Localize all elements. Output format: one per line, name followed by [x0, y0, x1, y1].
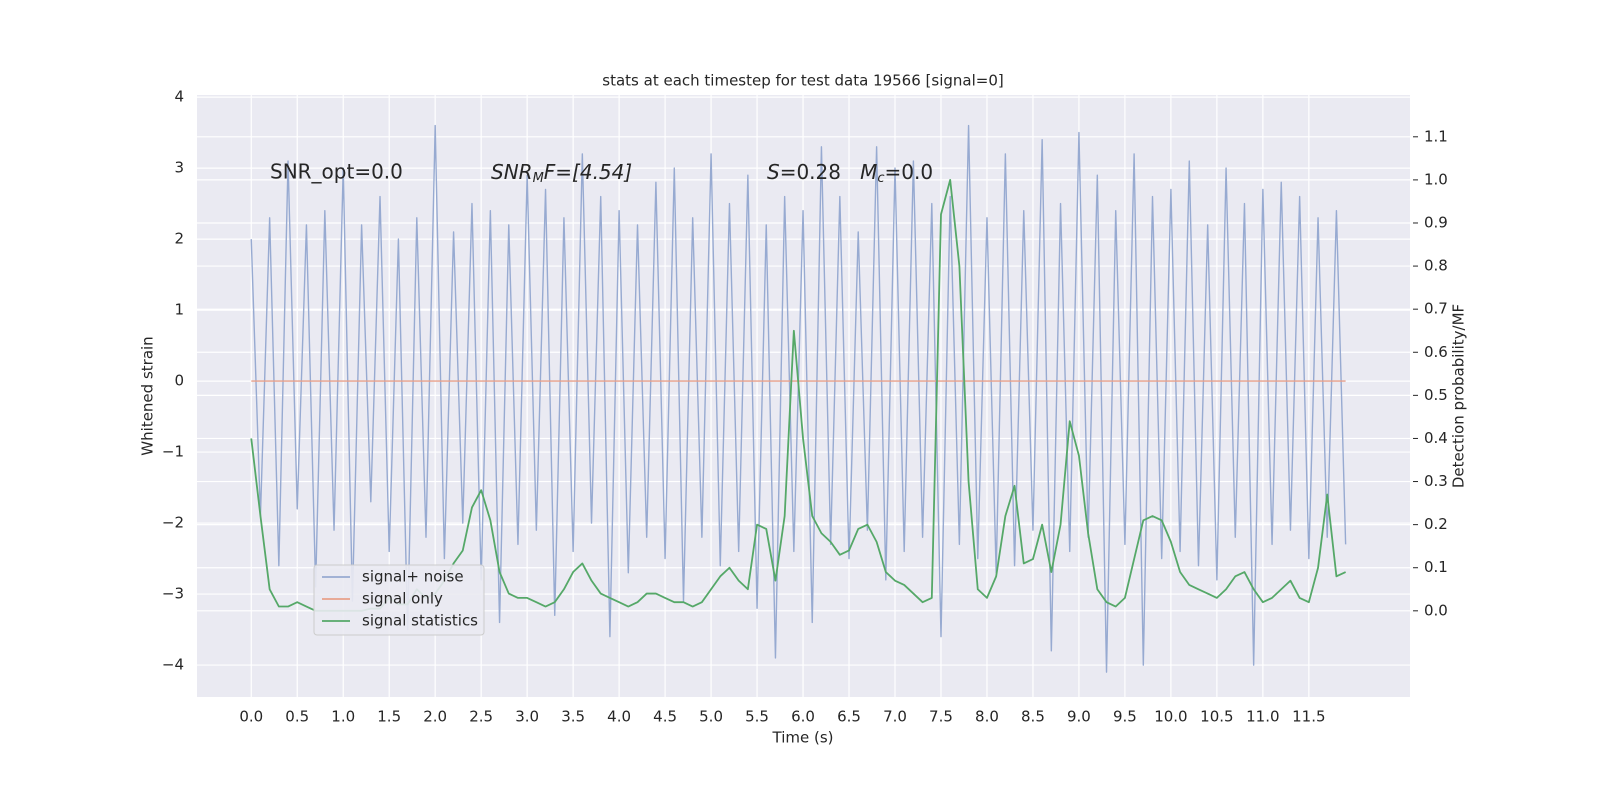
y-tick-label: −3: [162, 585, 184, 603]
x-tick-label: 2.5: [469, 708, 493, 726]
x-tick-label: 4.5: [653, 708, 677, 726]
y-tick-label: 2: [174, 230, 184, 248]
x-tick-label: 9.0: [1067, 708, 1091, 726]
y2-tick-label: 1.0: [1424, 170, 1448, 188]
y2-tick-label: 0.7: [1424, 300, 1448, 318]
x-tick-label: 10.5: [1200, 708, 1233, 726]
annotation: SNRMF=[4.54]: [491, 160, 632, 186]
y2-tick-label: 0.8: [1424, 257, 1448, 275]
annotation: SNR_opt=0.0: [270, 160, 403, 184]
x-tick-label: 8.5: [1021, 708, 1045, 726]
y-tick-label: 0: [174, 372, 184, 390]
annotation-part: F=[4.54]: [544, 160, 632, 184]
y-axis-label: Whitened strain: [139, 336, 157, 455]
x-tick-label: 2.0: [423, 708, 447, 726]
y-tick-label: 3: [174, 159, 184, 177]
legend-label: signal only: [362, 590, 443, 608]
x-tick-label: 7.5: [929, 708, 953, 726]
y-tick-label: 1: [174, 301, 184, 319]
annotation-part: SNR: [491, 160, 533, 184]
x-axis-label: Time (s): [772, 729, 834, 747]
x-tick-label: 9.5: [1113, 708, 1137, 726]
x-tick-label: 6.0: [791, 708, 815, 726]
x-tick-label: 5.5: [745, 708, 769, 726]
x-tick-label: 0.5: [285, 708, 309, 726]
annotation-part: =0.28: [780, 160, 860, 184]
x-tick-label: 4.0: [607, 708, 631, 726]
legend-label: signal+ noise: [362, 568, 464, 586]
annotation-part: =0.0: [885, 160, 934, 184]
annotation-part: S: [767, 160, 780, 184]
chart-title: stats at each timestep for test data 195…: [602, 72, 1003, 90]
y2-tick-label: 0.0: [1424, 601, 1448, 619]
x-tick-label: 11.0: [1246, 708, 1279, 726]
annotation-part: M: [860, 160, 877, 184]
x-tick-label: 3.0: [515, 708, 539, 726]
y2-tick-label: 0.2: [1424, 515, 1448, 533]
legend: signal+ noise signal only signal statistic…: [313, 564, 485, 636]
y2-tick-label: 0.5: [1424, 386, 1448, 404]
y2-tick-label: 0.6: [1424, 343, 1448, 361]
y2-tick-label: 0.1: [1424, 558, 1448, 576]
annotation-part: M: [533, 171, 544, 186]
legend-box: [313, 564, 485, 636]
x-tick-label: 7.0: [883, 708, 907, 726]
x-tick-label: 0.0: [239, 708, 263, 726]
y-tick-label: −2: [162, 514, 184, 532]
x-tick-label: 1.0: [331, 708, 355, 726]
y2-axis-label: Detection probability/MF: [1450, 304, 1468, 488]
x-tick-label: 11.5: [1292, 708, 1325, 726]
y-tick-label: 4: [174, 88, 184, 106]
y-tick-label: −1: [162, 443, 184, 461]
x-tick-label: 6.5: [837, 708, 861, 726]
x-tick-label: 5.0: [699, 708, 723, 726]
y2-tick-label: 0.3: [1424, 472, 1448, 490]
y2-tick-label: 1.1: [1424, 127, 1448, 145]
annotation-part: c: [877, 171, 884, 186]
y2-tick-label: 0.4: [1424, 429, 1448, 447]
x-tick-label: 1.5: [377, 708, 401, 726]
x-tick-label: 8.0: [975, 708, 999, 726]
x-tick-label: 10.0: [1154, 708, 1187, 726]
y-tick-label: −4: [162, 656, 184, 674]
y2-tick-label: 0.9: [1424, 213, 1448, 231]
annotation: S=0.28 Mc=0.0: [767, 160, 933, 186]
legend-label: signal statistics: [362, 612, 478, 630]
x-tick-label: 3.5: [561, 708, 585, 726]
